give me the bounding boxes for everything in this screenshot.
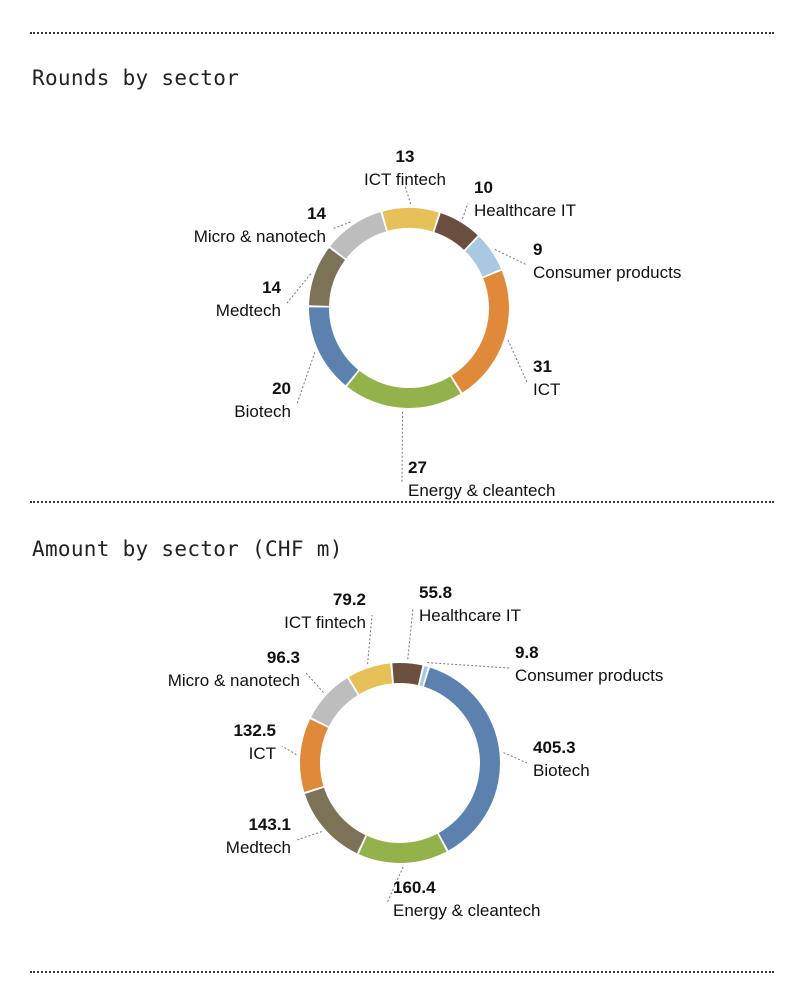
slice-healthcare-it: [392, 663, 423, 686]
value-label-ict-fintech: 79.2: [333, 590, 366, 609]
slice-medtech: [309, 247, 346, 306]
leader-line-healthcare-it: [407, 607, 414, 660]
leader-line-biotech: [503, 752, 528, 764]
leader-line-micro-and-nanotech: [305, 672, 324, 693]
value-label-ict-fintech: 13: [396, 147, 415, 166]
slice-micro-and-nanotech: [330, 212, 387, 259]
value-label-ict: 31: [533, 357, 552, 376]
leader-line-ict: [281, 745, 297, 756]
leader-line-medtech: [286, 273, 312, 304]
value-label-consumer-products: 9.8: [515, 643, 539, 662]
amount-section-title: Amount by sector (CHF m): [32, 537, 343, 561]
category-label-micro-and-nanotech: Micro & nanotech: [194, 227, 326, 246]
value-label-biotech: 405.3: [533, 738, 576, 757]
leader-line-ict-fintech: [404, 185, 412, 205]
slice-energy-and-cleantech: [358, 833, 447, 863]
category-label-medtech: Medtech: [226, 838, 291, 857]
value-label-healthcare-it: 10: [474, 178, 493, 197]
category-label-consumer-products: Consumer products: [515, 666, 663, 685]
value-label-medtech: 143.1: [248, 815, 291, 834]
slice-biotech: [308, 307, 359, 386]
slice-ict-fintech: [382, 208, 439, 232]
divider-top: [30, 32, 774, 34]
value-label-ict: 132.5: [233, 721, 276, 740]
value-label-healthcare-it: 55.8: [419, 583, 452, 602]
leader-line-healthcare-it: [462, 202, 469, 219]
leader-line-consumer-products: [427, 662, 510, 669]
value-label-energy-and-cleantech: 160.4: [393, 878, 436, 897]
category-label-biotech: Biotech: [234, 402, 291, 421]
category-label-energy-and-cleantech: Energy & cleantech: [393, 901, 540, 920]
category-label-micro-and-nanotech: Micro & nanotech: [168, 671, 300, 690]
divider-bottom: [30, 971, 774, 973]
category-label-ict-fintech: ICT fintech: [284, 613, 366, 632]
leader-line-energy-and-cleantech: [401, 411, 404, 484]
slice-consumer-products: [465, 236, 501, 277]
rounds-section-title: Rounds by sector: [32, 66, 240, 90]
category-label-consumer-products: Consumer products: [533, 263, 681, 282]
value-label-energy-and-cleantech: 27: [408, 458, 427, 477]
leader-line-consumer-products: [494, 249, 528, 266]
slice-ict: [451, 270, 509, 393]
slice-ict: [300, 719, 329, 792]
slice-ict-fintech: [348, 663, 393, 695]
leader-line-energy-and-cleantech: [386, 866, 404, 904]
leader-line-medtech: [296, 831, 322, 841]
category-label-medtech: Medtech: [216, 301, 281, 320]
value-label-micro-and-nanotech: 96.3: [267, 648, 300, 667]
amount-donut-chart: 55.8 Healthcare IT 9.8 Consumer products 405…: [168, 583, 664, 920]
rounds-donut-chart: 13 ICT fintech 10 Healthcare IT 9 Consumer pr…: [194, 147, 682, 500]
value-label-medtech: 14: [262, 278, 281, 297]
divider-middle: [30, 501, 774, 503]
category-label-healthcare-it: Healthcare IT: [419, 606, 521, 625]
value-label-micro-and-nanotech: 14: [307, 204, 326, 223]
category-label-ict-fintech: ICT fintech: [364, 170, 446, 189]
slice-biotech: [423, 667, 500, 851]
category-label-ict: ICT: [533, 380, 560, 399]
leader-line-ict-fintech: [367, 614, 373, 665]
slice-energy-and-cleantech: [347, 370, 461, 408]
leader-line-micro-and-nanotech: [331, 221, 351, 230]
leader-line-ict: [507, 339, 528, 383]
category-label-energy-and-cleantech: Energy & cleantech: [408, 481, 555, 500]
leader-line-biotech: [296, 352, 316, 405]
value-label-consumer-products: 9: [533, 240, 542, 259]
slice-medtech: [304, 787, 366, 854]
category-label-ict: ICT: [249, 744, 276, 763]
category-label-biotech: Biotech: [533, 761, 590, 780]
category-label-healthcare-it: Healthcare IT: [474, 201, 576, 220]
value-label-biotech: 20: [272, 379, 291, 398]
slice-micro-and-nanotech: [311, 678, 358, 727]
slice-healthcare-it: [434, 213, 478, 250]
slice-consumer-products: [419, 666, 428, 687]
